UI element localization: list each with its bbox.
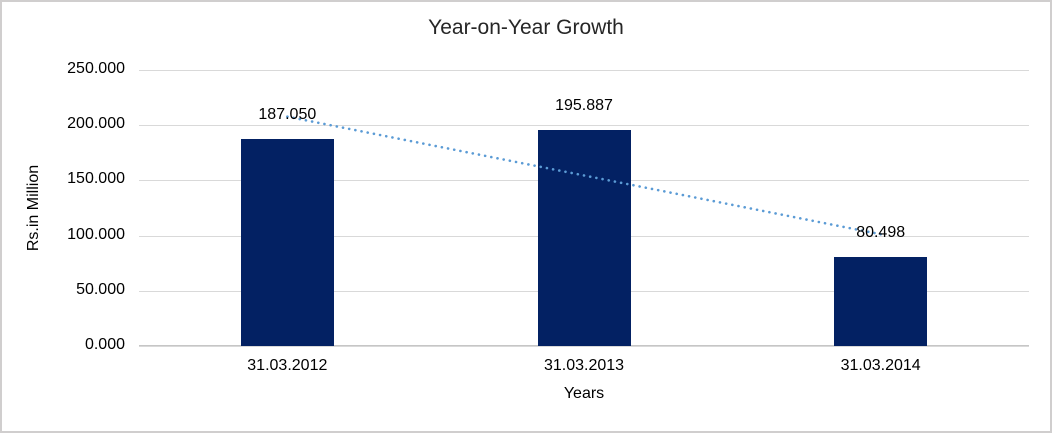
bar-value-label: 187.050 [258,106,317,124]
bar-31.03.2014 [834,257,928,346]
gridline [139,70,1029,71]
x-axis-title: Years [563,385,605,402]
y-tick-label: 250.000 [67,60,125,77]
x-tick-label: 31.03.2014 [840,357,921,374]
y-tick-label: 200.000 [67,115,125,133]
y-tick-label: 150.000 [67,170,125,188]
bar-31.03.2012 [240,139,334,346]
x-tick-label: 31.03.2013 [543,357,625,374]
trendline-segment [286,115,882,236]
gridline [139,346,1029,347]
bar-31.03.2013 [537,129,631,346]
bar-value-label: 80.498 [856,224,906,242]
plot-area: 187.050 195.887 80.498 [139,70,1029,347]
chart-title: Year-on-Year Growth [428,16,624,39]
y-tick-label: 0.000 [84,336,125,353]
y-tick-label: 50.000 [76,280,125,298]
bar-value-label: 195.887 [555,96,613,114]
gridline [139,125,1029,127]
y-axis-title: Rs.in Million [25,164,42,252]
y-tick-label: 100.000 [67,225,125,243]
x-tick-label: 31.03.2012 [247,357,328,374]
trendline [286,115,882,236]
